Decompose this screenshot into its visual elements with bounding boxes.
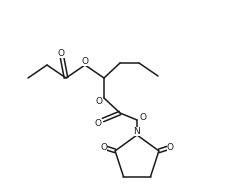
Text: O: O	[95, 97, 103, 107]
Text: O: O	[81, 57, 89, 65]
Text: O: O	[94, 119, 101, 128]
Text: O: O	[167, 143, 174, 152]
Text: O: O	[100, 143, 107, 152]
Text: O: O	[58, 48, 64, 58]
Text: N: N	[134, 126, 140, 135]
Text: O: O	[139, 113, 147, 122]
